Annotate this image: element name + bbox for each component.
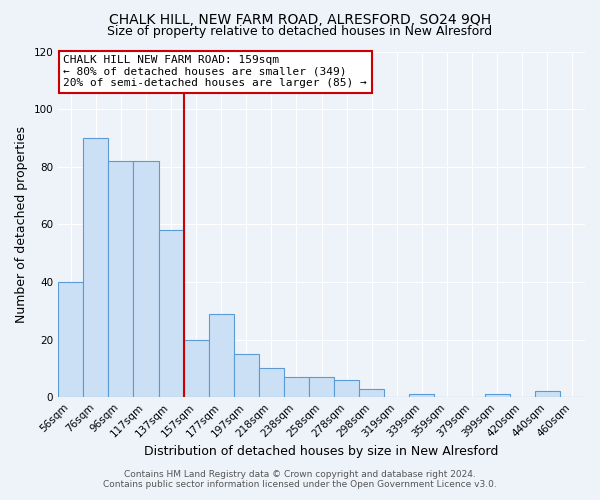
Text: CHALK HILL NEW FARM ROAD: 159sqm
← 80% of detached houses are smaller (349)
20% : CHALK HILL NEW FARM ROAD: 159sqm ← 80% o… — [64, 55, 367, 88]
Bar — [334, 380, 359, 397]
Bar — [234, 354, 259, 397]
Bar — [184, 340, 209, 397]
Bar — [485, 394, 510, 397]
Bar — [209, 314, 234, 397]
Bar — [535, 392, 560, 397]
Text: CHALK HILL, NEW FARM ROAD, ALRESFORD, SO24 9QH: CHALK HILL, NEW FARM ROAD, ALRESFORD, SO… — [109, 12, 491, 26]
Bar — [359, 388, 385, 397]
Bar — [309, 377, 334, 397]
Y-axis label: Number of detached properties: Number of detached properties — [15, 126, 28, 323]
Text: Size of property relative to detached houses in New Alresford: Size of property relative to detached ho… — [107, 25, 493, 38]
Bar — [133, 161, 158, 397]
Bar — [259, 368, 284, 397]
Bar — [109, 161, 133, 397]
Text: Contains HM Land Registry data © Crown copyright and database right 2024.
Contai: Contains HM Land Registry data © Crown c… — [103, 470, 497, 489]
Bar — [83, 138, 109, 397]
Bar — [284, 377, 309, 397]
Bar — [409, 394, 434, 397]
Bar — [58, 282, 83, 397]
Bar — [158, 230, 184, 397]
X-axis label: Distribution of detached houses by size in New Alresford: Distribution of detached houses by size … — [145, 444, 499, 458]
